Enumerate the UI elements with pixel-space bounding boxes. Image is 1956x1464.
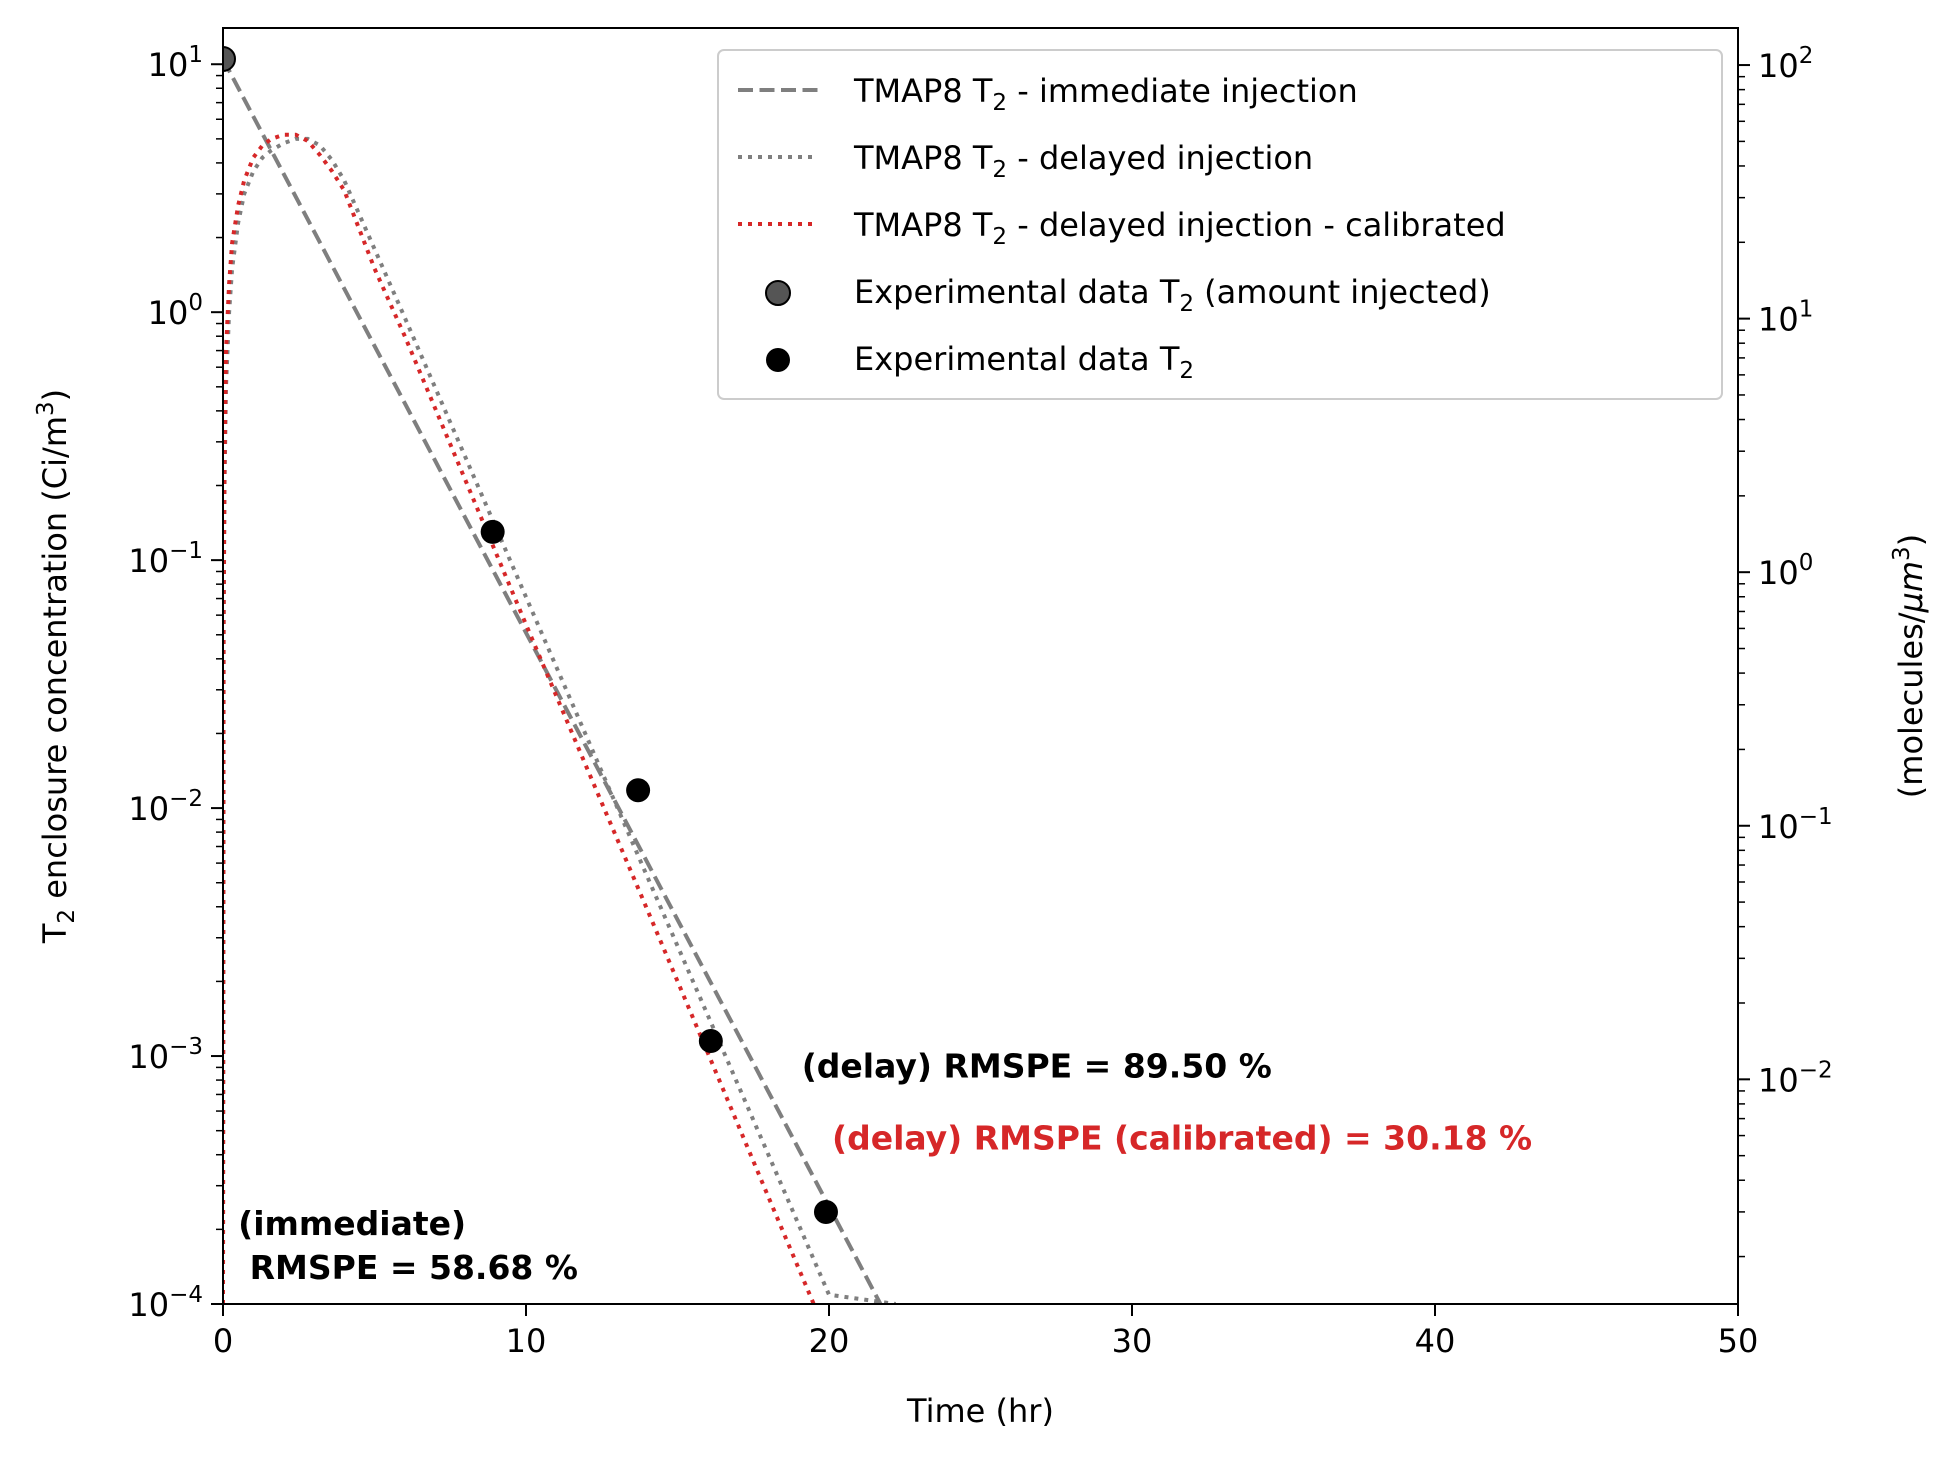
data-point — [813, 1199, 838, 1224]
legend-box — [717, 49, 1723, 400]
y-tick-label: 101 — [148, 42, 203, 84]
data-point — [698, 1028, 723, 1053]
rmspe-annotation: (delay) RMSPE (calibrated) = 30.18 % — [832, 1118, 1532, 1157]
y-tick-label: 10−4 — [128, 1282, 203, 1324]
legend: TMAP8 T2 - immediate injection TMAP8 T2 -… — [717, 49, 1723, 400]
y2-tick-label: 102 — [1758, 43, 1813, 85]
data-point — [223, 45, 236, 72]
x-tick-label: 20 — [809, 1322, 850, 1360]
x-axis-label: Time (hr) — [906, 1392, 1054, 1430]
x-tick-label: 30 — [1112, 1322, 1153, 1360]
x-tick-label: 40 — [1415, 1322, 1456, 1360]
y2-tick-label: 101 — [1758, 297, 1813, 339]
legend-marker-swatch — [765, 280, 791, 306]
x-tick-label: 50 — [1718, 1322, 1759, 1360]
data-point — [626, 778, 651, 803]
legend-entry-label: TMAP8 T2 - immediate injection — [853, 72, 1358, 116]
y2-tick-label: 10−2 — [1758, 1057, 1833, 1099]
legend-entry-label: TMAP8 T2 - delayed injection — [853, 139, 1313, 183]
rmspe-annotation: (delay) RMSPE = 89.50 % — [802, 1046, 1272, 1085]
y-tick-label: 10−2 — [128, 786, 203, 828]
plot-area — [223, 45, 896, 1304]
y2-tick-label: 100 — [1758, 550, 1813, 592]
x-tick-label: 10 — [506, 1322, 547, 1360]
y-tick-label: 100 — [148, 290, 203, 332]
plot-frame — [222, 27, 1739, 1305]
rmspe-annotation: (immediate) RMSPE = 58.68 % — [238, 1204, 578, 1287]
legend-entry-label: TMAP8 T2 - delayed injection - calibrate… — [853, 206, 1506, 250]
series-line-0 — [223, 58, 883, 1304]
legend-entry-label: Experimental data T2 — [854, 340, 1194, 384]
data-point — [480, 519, 505, 544]
y-tick-label: 10−3 — [128, 1034, 203, 1076]
y-axis-label: T2 enclosure concentration (Ci/m3) — [33, 389, 80, 944]
y2-tick-label: 10−1 — [1758, 804, 1833, 846]
legend-entry-label: Experimental data T2 (amount injected) — [854, 273, 1491, 317]
legend-marker-swatch — [766, 348, 790, 372]
y2-axis-label: (molecules/μm3) — [1889, 534, 1930, 798]
series-line-2 — [223, 132, 881, 1304]
x-tick-label: 0 — [213, 1322, 233, 1360]
y-tick-label: 10−1 — [128, 538, 203, 580]
